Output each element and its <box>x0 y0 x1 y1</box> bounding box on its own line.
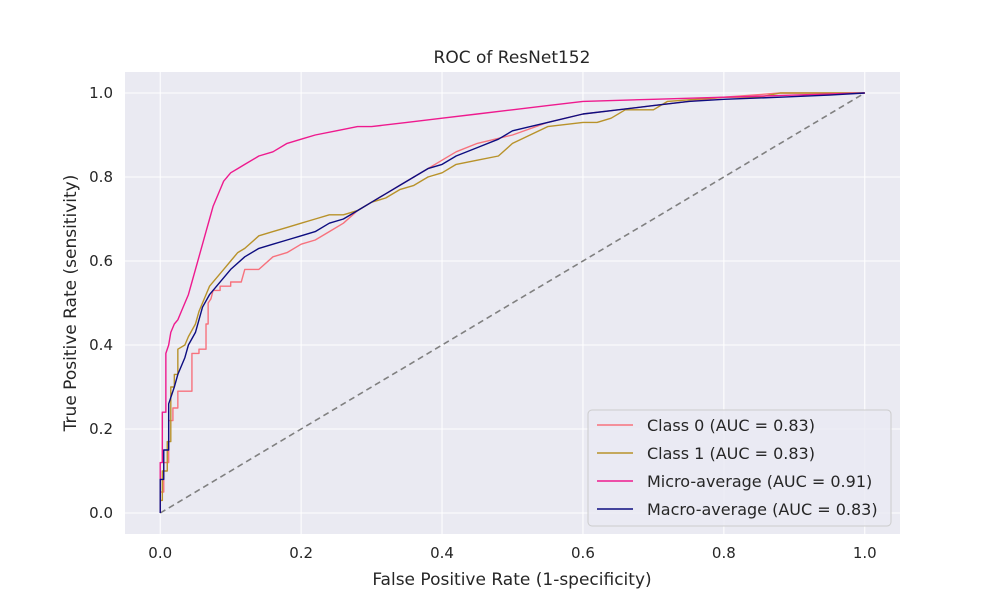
x-tick-label: 0.4 <box>430 544 454 562</box>
legend-label-micro-average: Micro-average (AUC = 0.91) <box>647 472 872 491</box>
legend-label-class-0: Class 0 (AUC = 0.83) <box>647 416 815 435</box>
y-tick-labels: 0.0 0.2 0.4 0.6 0.8 1.0 <box>89 84 113 522</box>
x-tick-label: 0.0 <box>148 544 172 562</box>
reference-diagonal-line <box>159 92 866 514</box>
macro-average-roc-line <box>159 92 865 513</box>
x-tick-labels: 0.0 0.2 0.4 0.6 0.8 1.0 <box>148 544 876 562</box>
x-tick-label: 0.8 <box>712 544 736 562</box>
y-tick-label: 0.8 <box>89 168 113 186</box>
y-tick-label: 1.0 <box>89 84 113 102</box>
class-1-roc-line <box>159 92 865 513</box>
y-tick-label: 0.4 <box>89 336 113 354</box>
x-tick-label: 0.6 <box>571 544 595 562</box>
series-layer <box>159 92 866 514</box>
class-0-roc-line <box>159 92 865 513</box>
legend: Class 0 (AUC = 0.83) Class 1 (AUC = 0.83… <box>587 409 892 527</box>
legend-label-class-1: Class 1 (AUC = 0.83) <box>647 444 815 463</box>
legend-box <box>587 409 892 527</box>
y-tick-label: 0.2 <box>89 420 113 438</box>
chart-title: ROC of ResNet152 <box>434 48 591 68</box>
x-axis-label: False Positive Rate (1-specificity) <box>372 570 651 590</box>
x-tick-label: 0.2 <box>289 544 313 562</box>
micro-average-roc-line <box>159 92 865 513</box>
y-tick-label: 0.0 <box>89 504 113 522</box>
y-axis-label: True Positive Rate (sensitivity) <box>61 175 81 433</box>
x-tick-label: 1.0 <box>853 544 877 562</box>
y-tick-label: 0.6 <box>89 252 113 270</box>
legend-label-macro-average: Macro-average (AUC = 0.83) <box>647 500 878 519</box>
